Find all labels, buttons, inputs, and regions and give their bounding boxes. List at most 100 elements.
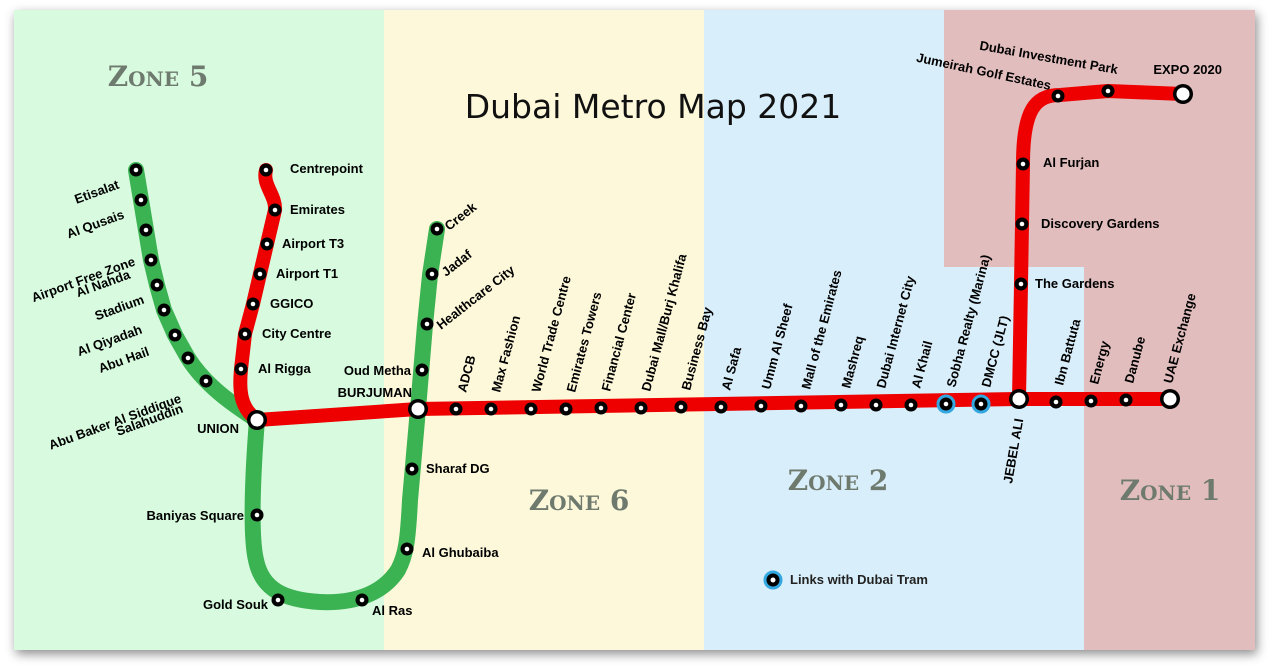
- station-dot: [203, 378, 209, 384]
- station-label: UNION: [197, 421, 239, 436]
- station-burjuman[interactable]: BURJUMAN: [338, 385, 428, 419]
- zone1-area-bottom: [1084, 267, 1255, 650]
- interchange-center: [1163, 392, 1177, 406]
- station-dot: [488, 406, 494, 412]
- station-al-rigga[interactable]: Al Rigga: [234, 361, 312, 376]
- station-dot: [943, 401, 949, 407]
- interchange-center: [411, 402, 425, 416]
- station-dot: [161, 307, 167, 313]
- station-label: City Centre: [262, 326, 331, 341]
- interchange-center: [250, 413, 264, 427]
- station-airport-t1[interactable]: Airport T1: [253, 266, 339, 281]
- station-dot: [172, 332, 178, 338]
- station-al-ghubaiba[interactable]: Al Ghubaiba: [400, 542, 500, 561]
- zone1-label: Zone 1: [1120, 474, 1221, 507]
- station-baniyas-square[interactable]: Baniyas Square: [146, 508, 264, 523]
- station-label: Discovery Gardens: [1041, 216, 1160, 231]
- station-al-furjan[interactable]: Al Furjan: [1016, 155, 1100, 171]
- station-label: Al Furjan: [1043, 155, 1099, 170]
- metro-map: Zone 5 Zone 6 Zone 2 Zone 1 Dubai Metro …: [14, 10, 1255, 650]
- station-label: Sharaf DG: [426, 461, 490, 476]
- green-line: [128, 162, 445, 611]
- zone1-area-top: [944, 10, 1255, 267]
- station-dot: [143, 227, 149, 233]
- station-union[interactable]: UNION: [197, 410, 267, 436]
- station-label: Emirates: [290, 202, 345, 217]
- station-label: Baniyas Square: [146, 508, 244, 523]
- station-dot: [1053, 399, 1059, 405]
- station-dot: [1055, 93, 1061, 99]
- station-gold-souk[interactable]: Gold Souk: [203, 593, 285, 613]
- station-airport-t3[interactable]: Airport T3: [260, 236, 345, 251]
- station-ggico[interactable]: GGICO: [246, 296, 314, 311]
- station-dot: [434, 226, 440, 232]
- station-dot: [238, 366, 244, 372]
- station-dot: [758, 403, 764, 409]
- station-dot: [678, 404, 684, 410]
- station-al-ras[interactable]: Al Ras: [355, 593, 413, 619]
- station-label: Airport T3: [282, 236, 344, 251]
- station-dot: [424, 321, 430, 327]
- station-dot: [718, 404, 724, 410]
- interchange-center: [1176, 87, 1190, 101]
- station-dot: [264, 241, 270, 247]
- station-dot: [133, 167, 139, 173]
- station-dot: [429, 271, 435, 277]
- station-dot: [908, 402, 914, 408]
- station-dot: [409, 466, 415, 472]
- station-dot: [453, 406, 459, 412]
- station-label: Centrepoint: [290, 161, 364, 176]
- station-dot: [272, 207, 278, 213]
- station-dot: [138, 197, 144, 203]
- station-dot: [638, 405, 644, 411]
- station-dot: [154, 282, 160, 288]
- station-dot: [242, 331, 248, 337]
- metro-map-canvas: Zone 5 Zone 6 Zone 2 Zone 1 Dubai Metro …: [14, 10, 1255, 650]
- map-title: Dubai Metro Map 2021: [465, 87, 842, 126]
- station-label: GGICO: [270, 296, 313, 311]
- interchange-center: [1012, 392, 1026, 406]
- station-dot: [798, 403, 804, 409]
- legend-tram-label: Links with Dubai Tram: [790, 572, 928, 587]
- station-label: The Gardens: [1035, 276, 1114, 291]
- station-dot: [598, 405, 604, 411]
- station-dot: [257, 271, 263, 277]
- zone5-area: [14, 10, 384, 650]
- station-expo-2020[interactable]: EXPO 2020: [1153, 62, 1222, 104]
- station-sharaf-dg[interactable]: Sharaf DG: [405, 461, 490, 476]
- station-dot: [528, 406, 534, 412]
- station-dot: [185, 355, 191, 361]
- station-label: Al Ras: [372, 603, 412, 618]
- station-dot: [1123, 397, 1129, 403]
- station-label: Al Rigga: [258, 361, 311, 376]
- station-dot: [1020, 161, 1026, 167]
- station-oud-metha[interactable]: Oud Metha: [344, 363, 429, 378]
- station-label: Al Ghubaiba: [422, 545, 499, 560]
- zone2-label: Zone 2: [788, 464, 889, 497]
- station-dot: [250, 301, 256, 307]
- station-dot: [1088, 398, 1094, 404]
- station-dot: [978, 401, 984, 407]
- station-dot: [263, 167, 269, 173]
- zone5-label: Zone 5: [108, 60, 209, 93]
- station-label: Oud Metha: [344, 363, 412, 378]
- station-label: BURJUMAN: [338, 385, 412, 400]
- station-dot: [359, 597, 365, 603]
- station-dot: [563, 406, 569, 412]
- station-dot: [275, 597, 281, 603]
- station-dot: [838, 402, 844, 408]
- zone6-area: [384, 10, 704, 650]
- station-centrepoint[interactable]: Centrepoint: [259, 161, 364, 177]
- station-the-gardens[interactable]: The Gardens: [1014, 276, 1115, 291]
- station-dot: [148, 257, 154, 263]
- station-dot: [254, 512, 260, 518]
- station-label: EXPO 2020: [1153, 62, 1222, 77]
- legend-tram-dot: [770, 577, 776, 583]
- station-dot: [1018, 281, 1024, 287]
- station-discovery-gardens[interactable]: Discovery Gardens: [1015, 216, 1160, 231]
- station-city-centre[interactable]: City Centre: [238, 326, 332, 341]
- station-emirates[interactable]: Emirates: [268, 202, 345, 217]
- station-dot: [404, 546, 410, 552]
- zone6-label: Zone 6: [529, 484, 630, 517]
- station-dot: [419, 367, 425, 373]
